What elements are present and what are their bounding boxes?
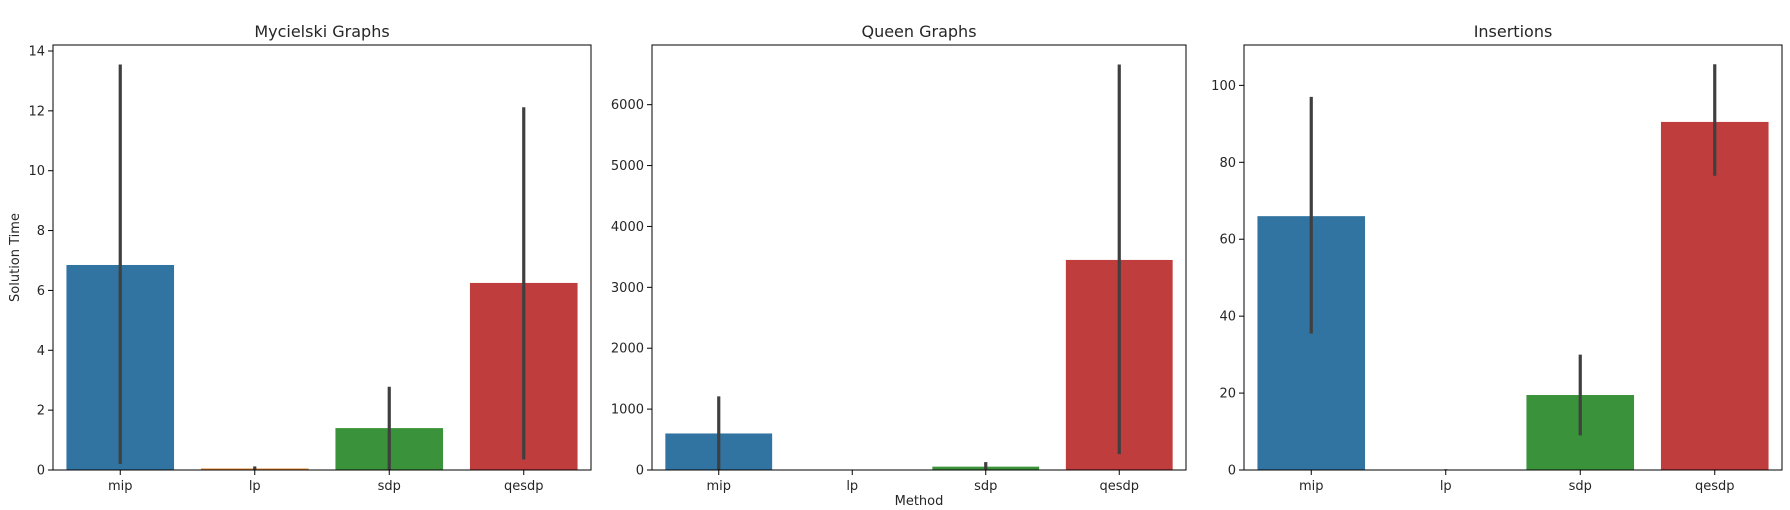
y-tick-label: 20	[1219, 387, 1236, 402]
x-tick-label: sdp	[378, 479, 401, 494]
y-tick-label: 3000	[611, 281, 644, 296]
x-tick-label: lp	[1440, 479, 1452, 494]
x-tick-label: sdp	[974, 479, 997, 494]
plot-frame	[52, 44, 592, 471]
x-tick-label: qesdp	[504, 479, 544, 494]
y-tick-label: 60	[1219, 233, 1236, 248]
y-tick-label: 6000	[611, 98, 644, 113]
y-tick-label: 0	[1228, 464, 1236, 479]
chart-panel-2: Queen Graphs 0 1000 2000 3000 4000 5000 6000 mip…	[611, 22, 1187, 494]
x-tick-label: qesdp	[1695, 479, 1735, 494]
x-tick-label: qesdp	[1099, 479, 1139, 494]
y-tick-label: 0	[37, 464, 45, 479]
y-axis-label: Solution Time	[8, 213, 23, 302]
y-tick-label: 5000	[611, 159, 644, 174]
y-tick-label: 40	[1219, 310, 1236, 325]
x-tick-label: lp	[846, 479, 858, 494]
y-tick-label: 100	[1211, 79, 1236, 94]
y-tick-label: 4	[37, 344, 45, 359]
bar-qesdp	[1660, 121, 1769, 470]
chart-title: Mycielski Graphs	[254, 22, 389, 41]
y-tick-label: 14	[28, 44, 45, 59]
y-tick-label: 6	[37, 284, 45, 299]
chart-panel-1: Mycielski Graphs 0 2 4 6 8 10 12 14 mip lp sdp qesdp	[28, 22, 592, 494]
y-tick-label: 12	[28, 104, 45, 119]
y-tick-label: 1000	[611, 403, 644, 418]
plot-frame	[1243, 44, 1783, 471]
chart-panels: Mycielski Graphs 0 2 4 6 8 10 12 14 mip lp sdp qesdp…	[28, 22, 1783, 494]
x-tick-label: mip	[1299, 479, 1324, 494]
y-tick-label: 2	[37, 404, 45, 419]
y-tick-label: 10	[28, 164, 45, 179]
y-tick-label: 4000	[611, 220, 644, 235]
x-tick-label: sdp	[1569, 479, 1592, 494]
y-tick-label: 80	[1219, 156, 1236, 171]
chart-title: Insertions	[1474, 22, 1553, 41]
x-tick-label: mip	[706, 479, 731, 494]
chart-title: Queen Graphs	[861, 22, 976, 41]
x-axis-label: Method	[895, 494, 944, 509]
y-tick-label: 8	[37, 224, 45, 239]
x-tick-label: lp	[249, 479, 261, 494]
y-tick-label: 2000	[611, 342, 644, 357]
plot-frame	[651, 44, 1187, 471]
chart-panel-3: Insertions 0 20 40 60 80 100 mip lp sdp qesdp	[1211, 22, 1783, 494]
x-tick-label: mip	[108, 479, 133, 494]
y-tick-label: 0	[636, 464, 644, 479]
